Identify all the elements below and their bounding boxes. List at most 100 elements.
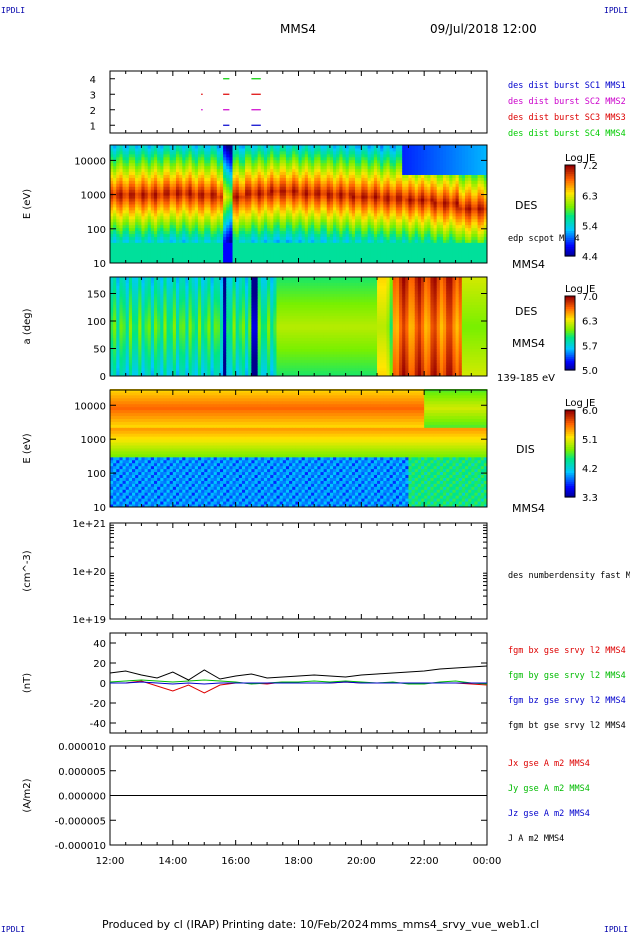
spectrogram-cell <box>141 186 146 190</box>
spectrogram-cell <box>229 195 234 199</box>
spectrogram-cell <box>405 156 409 161</box>
spectrogram-cell <box>119 186 124 190</box>
spectrogram-cell <box>449 162 453 167</box>
spectrogram-cell <box>279 174 284 178</box>
spectrogram-cell <box>424 195 428 199</box>
spectrogram-cell <box>461 165 466 170</box>
spectrogram-cell <box>260 198 265 202</box>
spectrogram-cell <box>430 192 435 196</box>
spectrogram-cell <box>430 209 435 214</box>
spectrogram-cell <box>210 254 215 258</box>
spectrogram-cell <box>119 248 124 252</box>
spectrogram-cell <box>201 159 205 164</box>
spectrogram-cell <box>213 162 218 167</box>
spectrogram-cell <box>427 254 431 258</box>
spectrogram-cell <box>417 198 422 202</box>
spectrogram-cell <box>364 198 369 202</box>
spectrogram-cell <box>194 195 199 199</box>
spectrogram-cell <box>433 159 438 164</box>
spectrogram-cell <box>433 198 438 202</box>
spectrogram-cell <box>254 224 259 229</box>
spectrogram-cell <box>128 168 133 173</box>
spectrogram-cell <box>229 145 234 149</box>
spectrogram-cell <box>128 147 133 152</box>
spectrogram-cell <box>197 233 202 237</box>
spectrogram-cell <box>251 260 256 264</box>
spectrogram-cell <box>163 174 168 178</box>
spectrogram-cell <box>157 192 161 196</box>
spectrogram-cell <box>477 251 482 255</box>
spectrogram-cell <box>430 254 435 258</box>
spectrogram-cell <box>292 147 296 152</box>
spectrogram-cell <box>358 206 362 211</box>
spectrogram-cell <box>405 224 409 229</box>
spectrogram-cell <box>408 180 413 184</box>
spectrogram-cell <box>191 242 196 246</box>
spectrogram-cell <box>421 147 425 152</box>
spectrogram-cell <box>191 251 196 255</box>
spectrogram-cell <box>370 209 375 214</box>
spectrogram-cell <box>150 159 155 164</box>
spectrogram-cell <box>443 204 447 208</box>
spectrogram-cell <box>144 260 149 264</box>
spectrogram-cell <box>323 153 328 158</box>
spectrogram-cell <box>301 221 306 226</box>
spectrogram-cell <box>110 198 114 202</box>
spectrogram-cell <box>402 242 406 246</box>
spectrogram-cell <box>377 195 381 199</box>
spectrogram-cell <box>326 209 331 214</box>
spectrogram-cell <box>116 251 120 255</box>
spectrogram-cell <box>386 189 391 193</box>
spectrogram-cell <box>182 162 186 167</box>
spectrogram-cell <box>276 162 281 167</box>
spectrogram-cell <box>276 168 281 173</box>
spectrogram-cell <box>373 186 378 190</box>
spectrogram-cell <box>197 248 202 252</box>
spectrogram-cell <box>333 189 337 193</box>
spectrogram-cell <box>361 156 365 161</box>
spectrogram-cell <box>468 215 472 220</box>
spectrogram-cell <box>307 248 312 252</box>
spectrogram-cell <box>320 245 325 249</box>
spectrogram-cell <box>392 198 397 202</box>
spectrogram-cell <box>229 174 234 178</box>
spectrogram-cell <box>289 192 293 196</box>
spectrogram-cell <box>458 218 463 223</box>
spectrogram-cell <box>307 165 312 170</box>
spectrogram-cell <box>392 239 397 243</box>
spectrogram-cell <box>351 227 356 232</box>
spectrogram-cell <box>241 165 246 170</box>
spectrogram-cell <box>443 236 447 240</box>
spectrogram-cell <box>345 257 350 261</box>
spectrogram-cell <box>279 195 284 199</box>
spectrogram-cell <box>179 153 183 158</box>
spectrogram-cell <box>377 233 381 237</box>
spectrogram-cell <box>377 204 381 208</box>
spectrogram-cell <box>373 215 378 220</box>
spectrogram-cell <box>223 236 227 240</box>
spectrogram-cell <box>455 159 460 164</box>
spectrogram-cell <box>282 168 287 173</box>
spectrogram-cell <box>389 257 394 261</box>
spectrogram-cell <box>119 245 124 249</box>
spectrogram-cell <box>144 165 149 170</box>
spectrogram-cell <box>452 201 457 205</box>
spectrogram-cell <box>248 183 252 187</box>
spectrogram-cell <box>424 236 428 240</box>
spectrogram-cell <box>298 177 303 181</box>
spectrogram-cell <box>260 251 265 255</box>
spectrogram-cell <box>182 233 186 237</box>
spectrogram-cell <box>408 204 413 208</box>
spectrogram-cell <box>307 236 312 240</box>
spectrogram-cell <box>166 195 171 199</box>
spectrogram-cell <box>373 242 378 246</box>
spectrogram-cell <box>392 257 397 261</box>
spectrogram-cell <box>395 156 400 161</box>
spectrogram-cell <box>282 204 287 208</box>
spectrogram-cell <box>188 156 193 161</box>
spectrogram-cell <box>408 218 413 223</box>
spectrogram-cell <box>483 189 488 193</box>
spectrogram-cell <box>329 233 334 237</box>
spectrogram-cell <box>408 159 413 164</box>
spectrogram-cell <box>455 257 460 261</box>
